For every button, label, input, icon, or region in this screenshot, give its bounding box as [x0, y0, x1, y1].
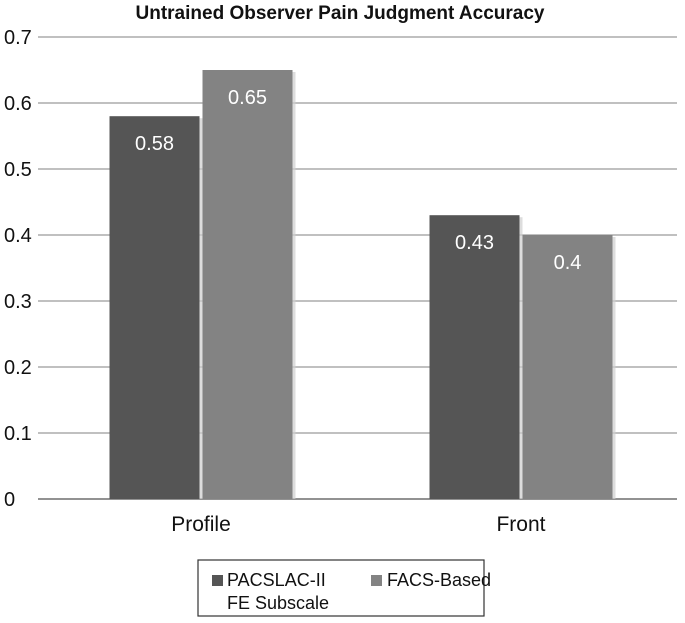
y-tick-label: 0.6: [4, 93, 32, 115]
data-label: 0.43: [455, 232, 494, 254]
category-label: Front: [496, 513, 545, 536]
y-tick-label: 0.7: [4, 27, 32, 49]
legend-swatch: [212, 575, 223, 586]
y-tick-label: 0: [4, 489, 15, 511]
data-label: 0.65: [228, 87, 267, 109]
y-tick-label: 0.2: [4, 357, 32, 379]
chart-title: Untrained Observer Pain Judgment Accurac…: [136, 3, 545, 24]
category-labels: Profile Front: [171, 513, 545, 536]
y-tick-label: 0.5: [4, 159, 32, 181]
y-axis-ticks: 0 0.1 0.2 0.3 0.4 0.5 0.6 0.7: [4, 27, 32, 511]
data-label: 0.4: [554, 252, 582, 274]
bar: [202, 70, 293, 499]
bar: [522, 235, 613, 499]
bar: [429, 215, 520, 499]
y-tick-label: 0.1: [4, 423, 32, 445]
legend-label: PACSLAC-II: [227, 570, 326, 590]
data-labels: 0.58 0.65 0.43 0.4: [135, 87, 581, 274]
y-tick-label: 0.3: [4, 291, 32, 313]
legend-swatch: [371, 575, 382, 586]
legend: PACSLAC-II FE Subscale FACS-Based: [197, 559, 491, 617]
legend-label: FACS-Based: [387, 570, 491, 590]
bars: [109, 70, 616, 499]
legend-label: FE Subscale: [227, 593, 329, 613]
legend-box: [197, 559, 485, 617]
y-tick-label: 0.4: [4, 225, 32, 247]
bar: [109, 116, 200, 499]
data-label: 0.58: [135, 133, 174, 155]
category-label: Profile: [171, 513, 231, 536]
